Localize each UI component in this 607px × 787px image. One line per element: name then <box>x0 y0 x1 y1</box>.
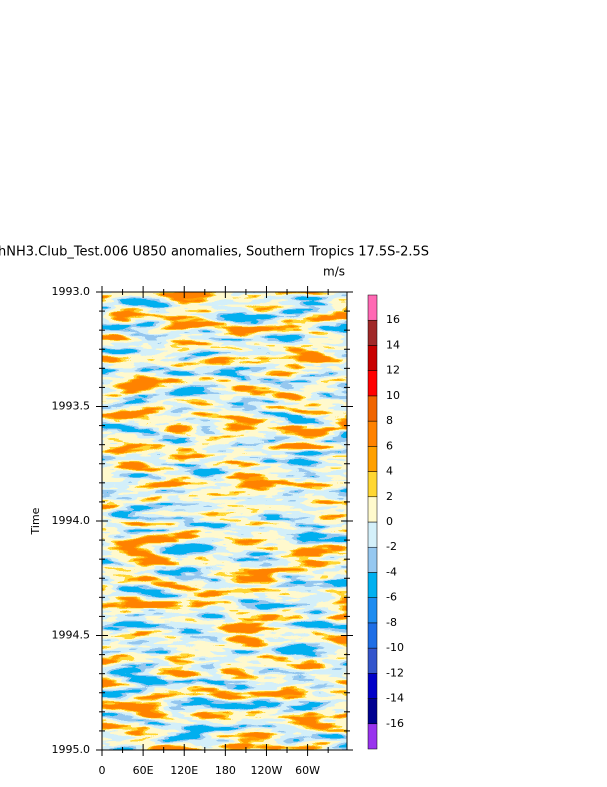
colorbar-box <box>367 420 378 447</box>
colorbar-box <box>367 521 378 548</box>
colorbar-label: -10 <box>386 641 404 654</box>
colorbar-box <box>367 597 378 624</box>
colorbar-label: 2 <box>386 490 393 503</box>
y-axis-label: Time <box>29 507 42 535</box>
chart-title: hNH3.Club_Test.006 U850 anomalies, South… <box>0 245 429 260</box>
colorbar-label: -2 <box>386 540 397 553</box>
y-tick-label: 1993.0 <box>52 285 91 298</box>
x-tick-label: 180 <box>215 764 236 777</box>
colorbar-box <box>367 395 378 422</box>
y-tick-label: 1994.5 <box>52 629 91 642</box>
colorbar-label: 14 <box>386 338 400 351</box>
units-label: m/s <box>323 265 345 279</box>
colorbar-label: 16 <box>386 313 400 326</box>
colorbar-box <box>367 446 378 472</box>
field-texture <box>102 292 347 750</box>
colorbar-box <box>367 698 378 725</box>
colorbar-box <box>367 572 378 598</box>
colorbar-label: 12 <box>386 364 400 377</box>
colorbar-box <box>367 673 378 699</box>
colorbar-label: 4 <box>386 465 393 478</box>
colorbar-box <box>367 370 378 397</box>
colorbar-label: -4 <box>386 565 397 578</box>
x-tick-label: 60E <box>133 764 154 777</box>
colorbar-box <box>367 546 378 573</box>
colorbar-label: 10 <box>386 389 400 402</box>
x-tick-label: 120E <box>170 764 198 777</box>
colorbar-label: -16 <box>386 717 404 730</box>
colorbar-box <box>367 345 378 371</box>
x-tick-label: 0 <box>99 764 106 777</box>
x-tick-label: 60W <box>295 764 320 777</box>
colorbar-label: -14 <box>386 692 404 705</box>
colorbar-box <box>367 723 378 750</box>
x-tick-label: 120W <box>251 764 283 777</box>
colorbar-label: -6 <box>386 591 397 604</box>
colorbar-box <box>367 471 378 498</box>
colorbar-label: 6 <box>386 439 393 452</box>
colorbar-box <box>367 294 378 321</box>
y-tick-label: 1994.0 <box>52 514 91 527</box>
y-tick-label: 1995.0 <box>52 743 91 756</box>
colorbar-box <box>367 496 378 523</box>
colorbar-label: 0 <box>386 515 393 528</box>
colorbar-box <box>367 647 378 674</box>
y-tick-label: 1993.5 <box>52 400 91 413</box>
colorbar-label: 8 <box>386 414 393 427</box>
field <box>102 292 347 750</box>
colorbar-box <box>367 319 378 346</box>
colorbar-label: -12 <box>386 666 404 679</box>
colorbar-box <box>367 622 378 649</box>
colorbar-label: -8 <box>386 616 397 629</box>
